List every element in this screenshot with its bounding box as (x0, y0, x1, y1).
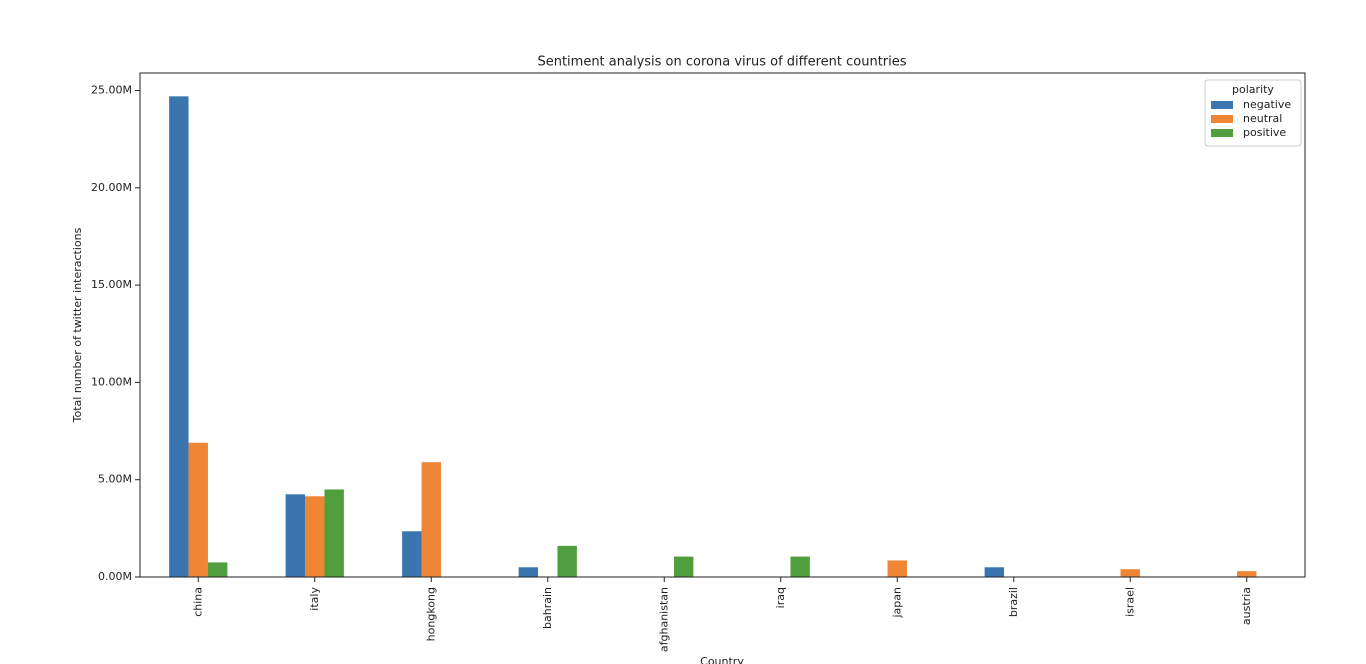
x-axis-label: Country (700, 655, 744, 664)
legend-label: neutral (1243, 112, 1282, 125)
bar (188, 442, 208, 577)
x-tick-label: austria (1240, 587, 1253, 625)
x-tick-label: italy (308, 587, 321, 611)
legend-label: negative (1243, 98, 1291, 111)
bar (557, 545, 577, 577)
x-tick-label: iraq (774, 587, 787, 608)
x-tick-label: brazil (1007, 587, 1020, 617)
plot-frame (139, 72, 1306, 578)
bar (421, 462, 441, 577)
y-tick-label: 0.00M (98, 570, 132, 583)
bar (305, 496, 325, 577)
y-tick-label: 10.00M (91, 375, 132, 388)
x-tick-label: hongkong (424, 587, 437, 641)
y-tick-label: 5.00M (98, 473, 132, 486)
bar (887, 560, 907, 577)
x-tick-label: afghanistan (657, 587, 670, 652)
bar (518, 567, 539, 577)
bar (207, 562, 228, 577)
bar (1120, 569, 1140, 577)
legend-title: polarity (1232, 83, 1274, 96)
x-tick-label: japan (890, 587, 903, 619)
x-tick-label: china (191, 587, 204, 617)
bar (285, 494, 306, 577)
bar (984, 567, 1005, 577)
legend-swatch (1211, 115, 1233, 123)
chart-title: Sentiment analysis on corona virus of di… (537, 55, 906, 70)
bar (324, 489, 344, 577)
y-axis-label: Total number of twitter interactions (71, 227, 84, 423)
y-tick-label: 25.00M (91, 84, 132, 97)
bar (673, 556, 694, 577)
bar (402, 531, 422, 577)
bar (169, 96, 189, 577)
x-tick-label: israel (1123, 587, 1136, 617)
bar (1237, 571, 1257, 577)
legend-label: positive (1243, 126, 1286, 139)
y-tick-label: 20.00M (91, 181, 132, 194)
legend-swatch (1211, 101, 1233, 109)
legend-swatch (1211, 129, 1233, 137)
y-tick-label: 15.00M (91, 278, 132, 291)
x-tick-label: bahrain (541, 587, 554, 629)
bar (790, 556, 810, 577)
